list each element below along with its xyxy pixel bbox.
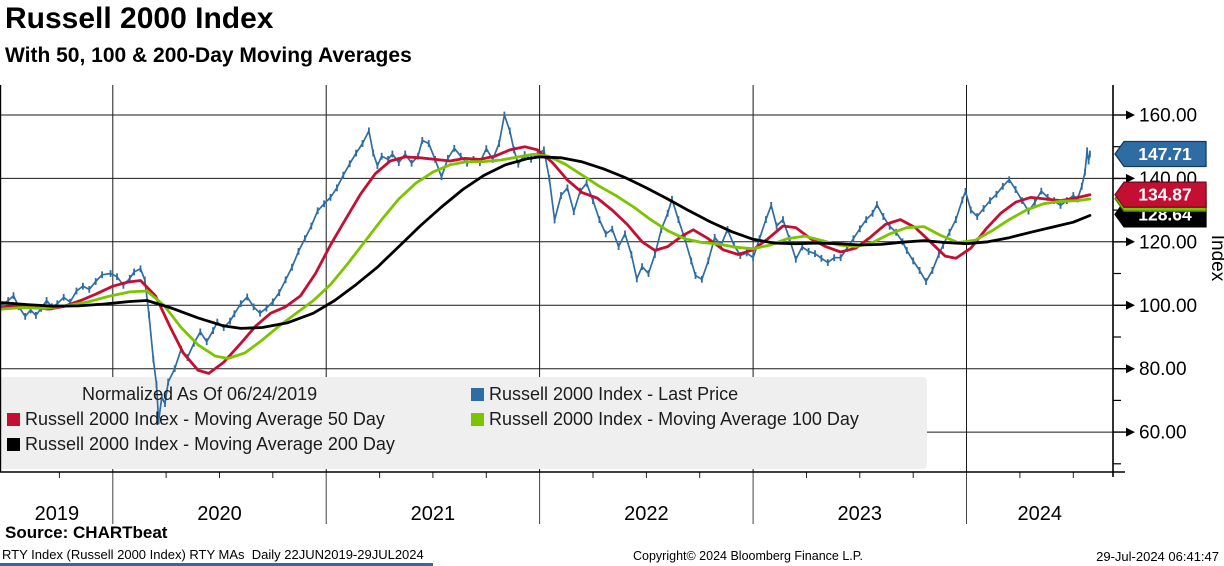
y-tick-arrow-icon [1126,427,1135,437]
legend-item-label: Russell 2000 Index - Last Price [489,384,739,404]
legend-item-ma200: Russell 2000 Index - Moving Average 200 … [7,434,395,455]
legend-item-label: Russell 2000 Index - Moving Average 200 … [25,434,395,454]
y-tick-arrow-icon [1126,364,1135,374]
price-flag-ma50: 134.87 [1114,181,1207,208]
y-tick-label: 160.00 [1139,106,1197,127]
y-tick-arrow-icon [1126,237,1135,247]
ma50-swatch-icon [7,413,20,426]
y-tick-arrow-icon [1126,173,1135,183]
legend-item-ma50: Russell 2000 Index - Moving Average 50 D… [7,409,385,430]
x-year-label: 2019 [35,503,80,525]
timestamp-label: 29-Jul-2024 06:41:47 [1096,549,1219,564]
page-title: Russell 2000 Index [5,2,274,35]
price-flag-last-price: 147.71 [1114,140,1207,168]
page-subtitle: With 50, 100 & 200-Day Moving Averages [5,44,412,67]
y-tick-label: 60.00 [1139,423,1187,444]
legend-item-last-price: Russell 2000 Index - Last Price [471,384,738,405]
legend-item-ma100: Russell 2000 Index - Moving Average 100 … [471,409,859,430]
y-tick-arrow-icon [1126,110,1135,120]
legend-normalized-note: Normalized As Of 06/24/2019 [82,384,318,404]
legend-box [0,377,927,469]
y-tick-label: 100.00 [1139,296,1197,317]
x-year-label: 2021 [411,503,456,525]
chart-meta-label: RTY Index (Russell 2000 Index) RTY MAs D… [2,547,424,562]
ma100-swatch-icon [471,413,484,426]
source-label: Source: CHARTbeat [5,523,168,542]
y-tick-label: 80.00 [1139,359,1187,380]
ma200-swatch-icon [7,438,20,451]
y-tick-arrow-icon [1126,300,1135,310]
series-ma50 [0,145,1092,375]
legend-item-label: Russell 2000 Index - Moving Average 100 … [489,409,859,429]
y-axis-title: Index [1207,235,1224,282]
x-year-label: 2022 [624,503,669,525]
x-year-label: 2024 [1018,503,1063,525]
x-year-label: 2023 [838,503,883,525]
series-ma200 [0,155,1092,330]
bottom-border-strip [0,563,433,566]
copyright-label: Copyright© 2024 Bloomberg Finance L.P. [633,549,863,563]
price-flag-value: 134.87 [1138,185,1192,205]
x-year-label: 2020 [197,503,242,525]
series-ma100 [0,152,1092,360]
last-price-swatch-icon [471,388,484,401]
price-flag-value: 147.71 [1138,144,1192,164]
y-tick-label: 120.00 [1139,232,1197,253]
legend-item-label: Russell 2000 Index - Moving Average 50 D… [25,409,385,429]
